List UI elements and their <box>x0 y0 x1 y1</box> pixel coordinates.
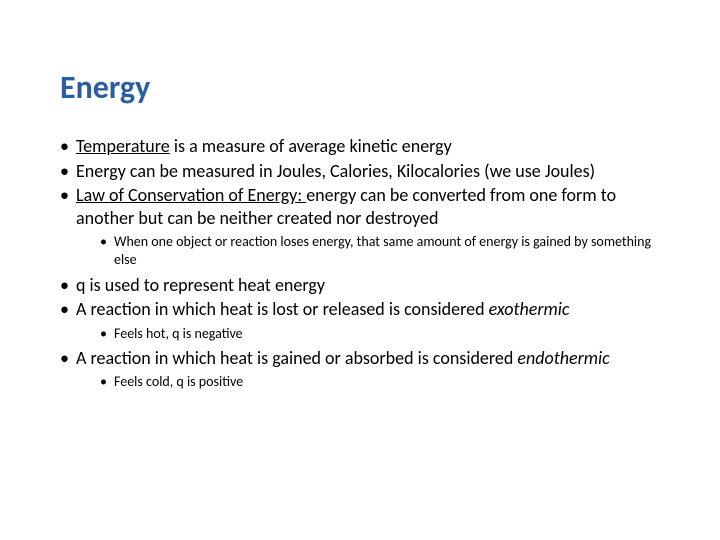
slide-title: Energy <box>60 70 660 105</box>
bullet-units: Energy can be measured in Joules, Calori… <box>60 160 660 183</box>
text-exothermic-sub: Feels hot, q is negative <box>114 325 243 342</box>
em-exothermic: exothermic <box>489 298 570 320</box>
bullet-endothermic: A reaction in which heat is gained or ab… <box>60 347 660 392</box>
bullet-exothermic: A reaction in which heat is lost or rele… <box>60 298 660 343</box>
bullet-temperature: Temperature is a measure of average kine… <box>60 135 660 158</box>
text-temperature-rest: is a measure of average kinetic energy <box>170 135 452 157</box>
bullet-conservation: Law of Conservation of Energy: energy ca… <box>60 184 660 269</box>
em-endothermic: endothermic <box>517 347 609 369</box>
text-conservation-sub: When one object or reaction loses energy… <box>114 233 651 268</box>
text-exothermic-pre: A reaction in which heat is lost or rele… <box>76 298 489 320</box>
sub-endothermic-1: Feels cold, q is positive <box>100 373 660 391</box>
sub-conservation-1: When one object or reaction loses energy… <box>100 233 660 269</box>
bullet-q-symbol: q is used to represent heat energy <box>60 274 660 297</box>
text-units: Energy can be measured in Joules, Calori… <box>76 160 595 182</box>
slide: Energy Temperature is a measure of avera… <box>0 0 720 540</box>
text-q-symbol: q is used to represent heat energy <box>76 274 325 296</box>
bullet-list: Temperature is a measure of average kine… <box>60 135 660 391</box>
sub-exothermic-1: Feels hot, q is negative <box>100 325 660 343</box>
sublist-exothermic: Feels hot, q is negative <box>76 325 660 343</box>
text-endothermic-sub: Feels cold, q is positive <box>114 373 243 390</box>
underline-temperature: Temperature <box>76 135 170 157</box>
text-endothermic-pre: A reaction in which heat is gained or ab… <box>76 347 517 369</box>
sublist-endothermic: Feels cold, q is positive <box>76 373 660 391</box>
sublist-conservation: When one object or reaction loses energy… <box>76 233 660 269</box>
underline-conservation: Law of Conservation of Energy: <box>76 184 306 206</box>
